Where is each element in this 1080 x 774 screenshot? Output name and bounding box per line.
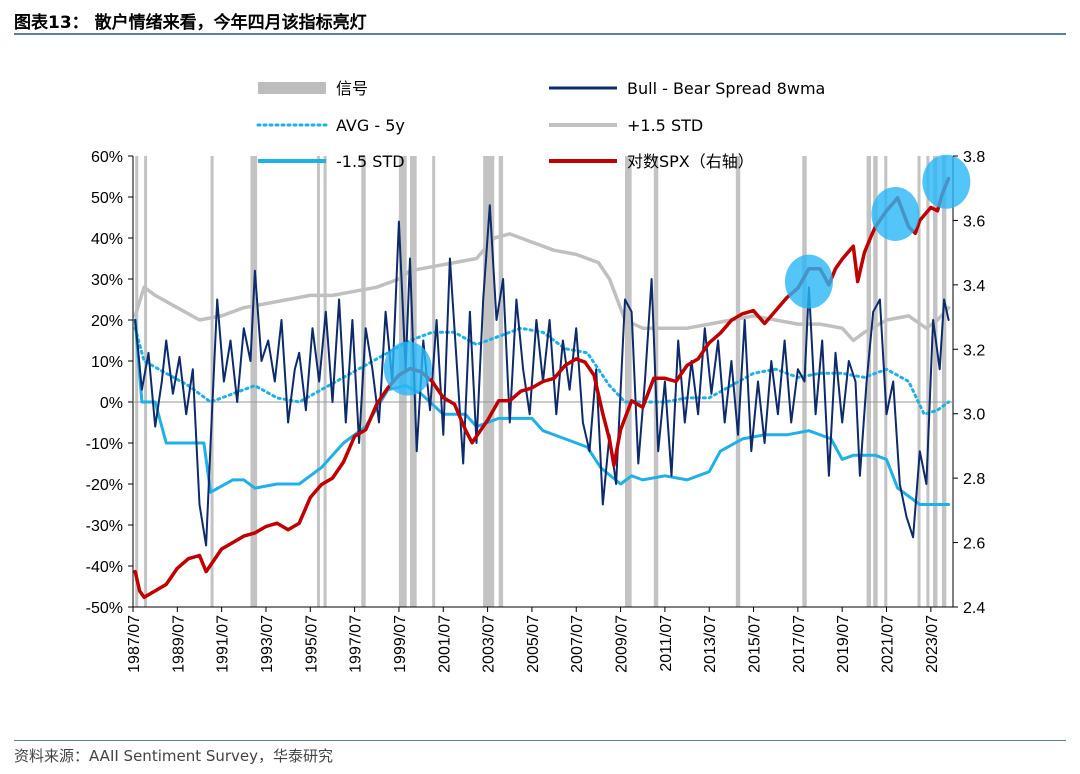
right-tick-label: 3.6 bbox=[963, 213, 985, 230]
chart-svg: -50% -40% -30% -20% -10% 0% 10% 20% 30% 40% 50% 60%… bbox=[86, 79, 986, 673]
left-tick-label: -40% bbox=[86, 559, 123, 576]
x-tick-label: 2023/07 bbox=[924, 615, 941, 673]
signal-bar-17 bbox=[873, 156, 878, 607]
right-tick-label: 2.8 bbox=[963, 471, 985, 488]
right-tick-label: 3.2 bbox=[963, 342, 985, 359]
legend-label-avg: AVG - 5y bbox=[336, 116, 405, 135]
series-lines bbox=[133, 176, 951, 600]
left-tick-label: 0% bbox=[100, 395, 123, 412]
signal-bar-3 bbox=[250, 156, 258, 607]
signal-bar-2 bbox=[210, 156, 214, 607]
x-tick-label: 1995/07 bbox=[303, 615, 320, 673]
left-tick-label: 60% bbox=[91, 149, 123, 166]
title-rule bbox=[14, 33, 1066, 35]
right-tick-label: 3.0 bbox=[963, 407, 985, 424]
legend-label-minus_std: -1.5 STD bbox=[336, 152, 405, 171]
left-tick-label: -50% bbox=[86, 600, 123, 617]
signal-bar-0 bbox=[135, 156, 139, 607]
right-tick-label: 3.8 bbox=[963, 149, 985, 166]
signal-bar-11 bbox=[498, 156, 504, 607]
source-rule bbox=[14, 740, 1066, 741]
legend-label-bull_bear: Bull - Bear Spread 8wma bbox=[627, 79, 825, 98]
figure-title: 图表13： 散户情绪来看，今年四月该指标亮灯 bbox=[14, 13, 367, 33]
signal-bar-19 bbox=[917, 156, 921, 607]
left-tick-label: 30% bbox=[91, 272, 123, 289]
x-tick-label: 2015/07 bbox=[747, 615, 764, 673]
series-line-1 bbox=[133, 326, 951, 416]
source-note: 资料来源：AAII Sentiment Survey，华泰研究 bbox=[14, 747, 334, 765]
x-tick-label: 2007/07 bbox=[569, 615, 586, 673]
signal-bar-16 bbox=[866, 156, 871, 607]
x-tick-label: 1991/07 bbox=[215, 615, 232, 673]
right-tick-label: 2.4 bbox=[963, 600, 985, 617]
legend-label-plus_std: +1.5 STD bbox=[627, 116, 703, 135]
signal-bar-12 bbox=[625, 156, 632, 607]
signal-bar-20 bbox=[926, 156, 930, 607]
left-tick-label: 10% bbox=[91, 354, 123, 371]
signal-bar-21 bbox=[933, 156, 938, 607]
right-tick-label: 3.4 bbox=[963, 278, 985, 295]
x-tick-label: 2003/07 bbox=[481, 615, 498, 673]
legend: 信号 Bull - Bear Spread 8wma AVG - 5y +1.5 ST… bbox=[256, 79, 825, 171]
signal-bar-22 bbox=[941, 156, 947, 607]
x-tick-label: 2021/07 bbox=[880, 615, 897, 673]
left-tick-label: -30% bbox=[86, 518, 123, 535]
left-tick-label: 40% bbox=[91, 231, 123, 248]
x-tick-label: 2019/07 bbox=[835, 615, 852, 673]
highlight-circle-2 bbox=[871, 186, 920, 241]
signal-bar-1 bbox=[144, 156, 148, 607]
series-line-4 bbox=[133, 176, 951, 600]
legend-label-signal: 信号 bbox=[336, 79, 368, 98]
x-tick-label: 1989/07 bbox=[170, 615, 187, 673]
x-tick-label: 1987/07 bbox=[126, 615, 143, 673]
x-tick-label: 2009/07 bbox=[614, 615, 631, 673]
left-tick-label: -10% bbox=[86, 436, 123, 453]
left-tick-label: -20% bbox=[86, 477, 123, 494]
signal-bar-5 bbox=[323, 156, 327, 607]
series-line-2 bbox=[133, 318, 951, 506]
highlight-circle-0 bbox=[383, 341, 432, 396]
x-tick-label: 2001/07 bbox=[436, 615, 453, 673]
x-tick-label: 2013/07 bbox=[702, 615, 719, 673]
x-tick-label: 2005/07 bbox=[525, 615, 542, 673]
x-tick-label: 1999/07 bbox=[392, 615, 409, 673]
highlight-circle-3 bbox=[922, 154, 971, 209]
highlight-circle-1 bbox=[784, 254, 833, 309]
left-tick-label: 50% bbox=[91, 190, 123, 207]
series-line-3 bbox=[134, 204, 950, 547]
series-line-0 bbox=[133, 232, 951, 343]
axis-ticks: -50% -40% -30% -20% -10% 0% 10% 20% 30% 40% 50% 60%… bbox=[86, 149, 986, 673]
right-tick-label: 2.6 bbox=[963, 536, 985, 553]
legend-label-spx: 对数SPX（右轴） bbox=[627, 152, 754, 171]
x-tick-label: 2017/07 bbox=[791, 615, 808, 673]
signal-bar-10 bbox=[483, 156, 495, 607]
left-tick-label: 20% bbox=[91, 313, 123, 330]
signal-bar-18 bbox=[884, 156, 888, 607]
x-tick-label: 1997/07 bbox=[348, 615, 365, 673]
highlight-circles bbox=[383, 154, 971, 396]
x-tick-label: 1993/07 bbox=[259, 615, 276, 673]
x-tick-label: 2011/07 bbox=[658, 615, 675, 672]
